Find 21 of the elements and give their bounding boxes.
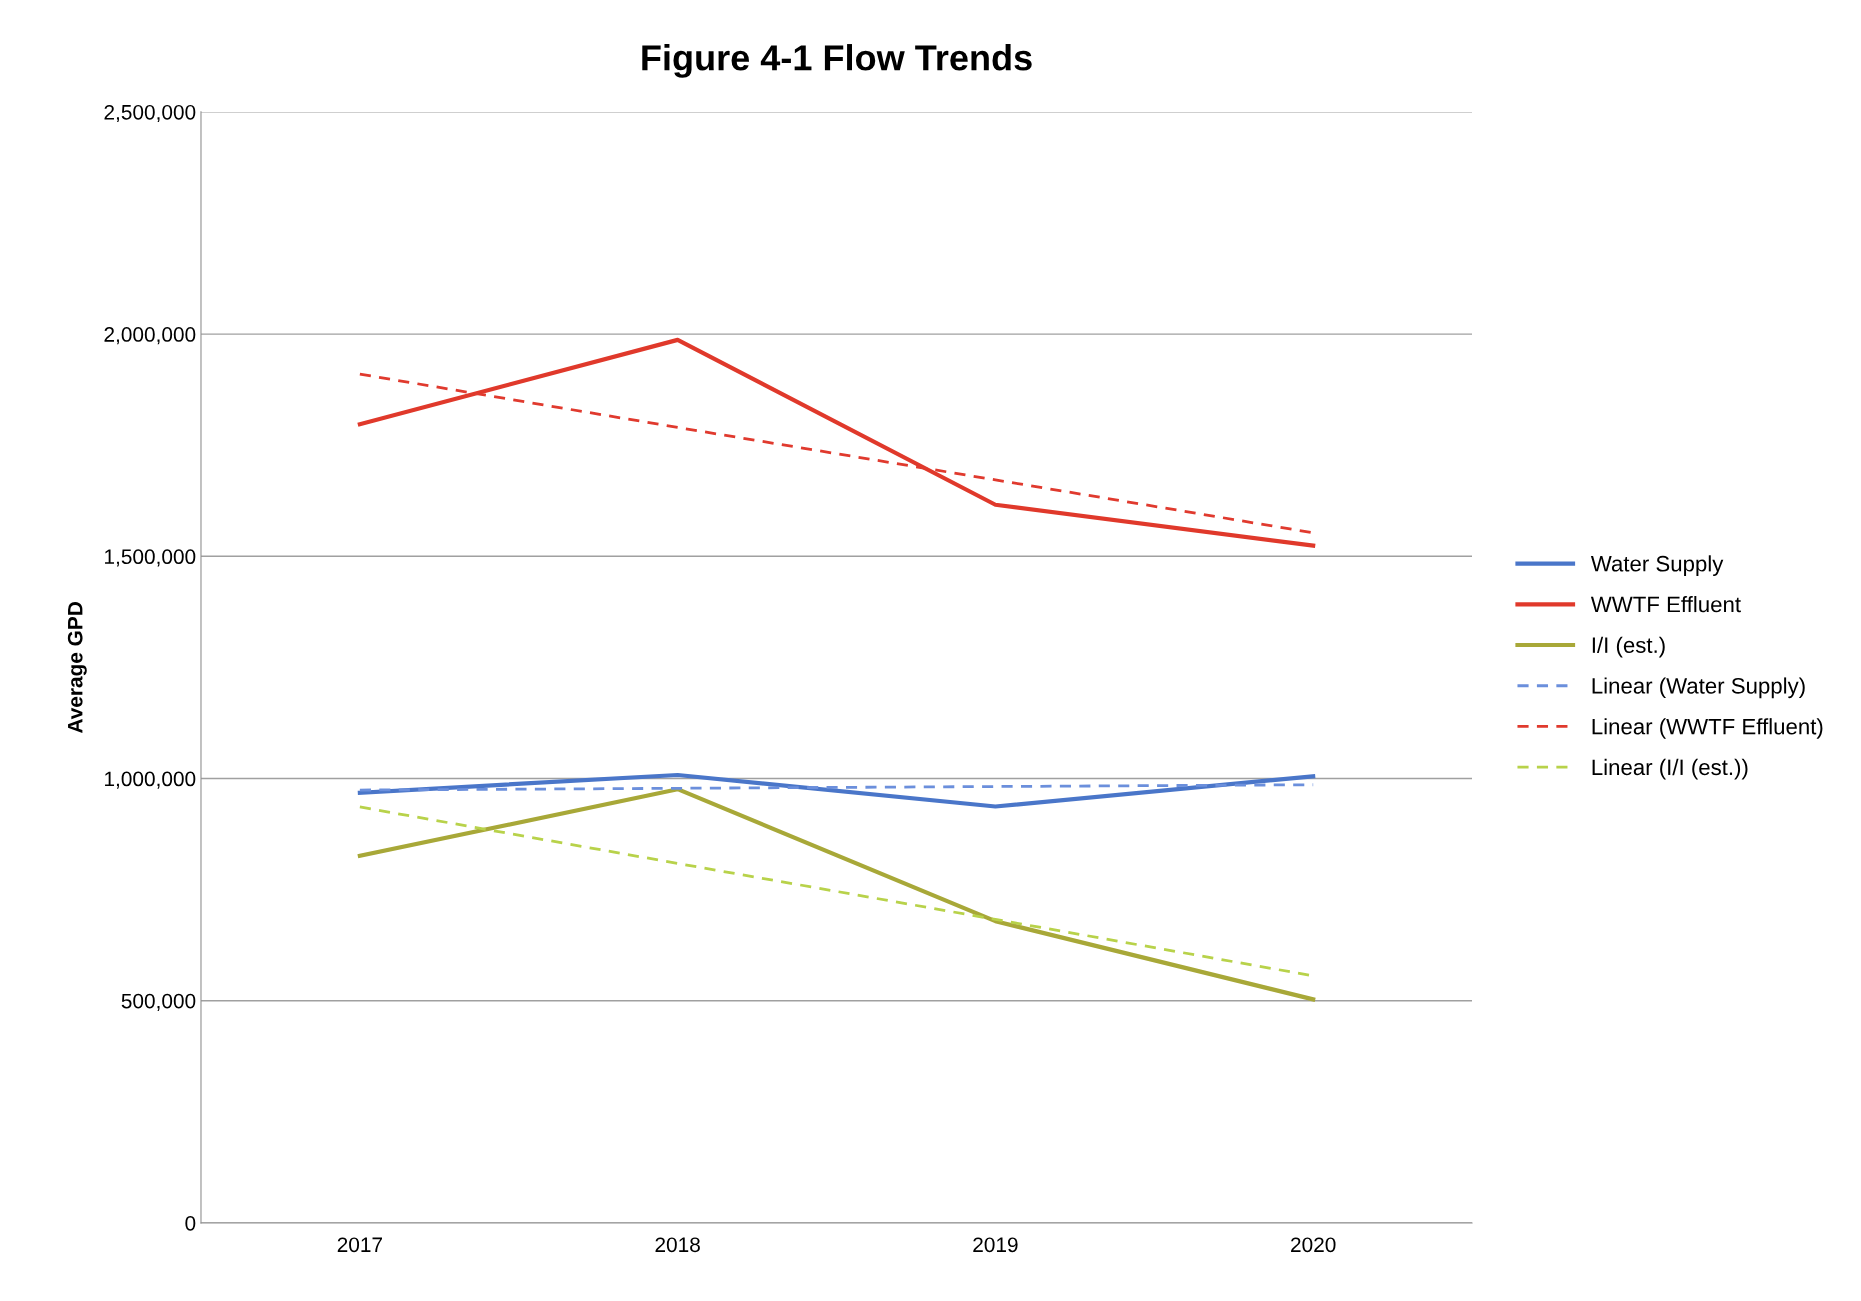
line-series [357, 787, 1316, 1002]
y-tick-label: 1,500,000 [105, 549, 196, 567]
line-series [357, 337, 1316, 548]
legend-label: I/I (est.) [1592, 636, 1665, 658]
line-series [357, 772, 1316, 809]
x-tick-label: 2019 [973, 1237, 1018, 1253]
legend-label: Linear (Water Supply) [1592, 677, 1805, 699]
legend-label: Linear (WWTF Effluent) [1592, 718, 1823, 739]
legend-label: WWTF Effluent [1590, 595, 1741, 613]
y-axis-title: Average GPD [67, 602, 87, 734]
y-tick-label: 2,500,000 [104, 104, 196, 123]
legend-label: Water Supply [1590, 555, 1724, 576]
y-tick-label: 1,000,000 [105, 771, 196, 789]
chart-title: Figure 4-1 Flow Trends [642, 44, 1032, 78]
legend-label: Linear (I/I (est.)) [1592, 758, 1748, 780]
x-tick-label: 2020 [1291, 1237, 1336, 1253]
y-tick-label: 2,000,000 [104, 327, 196, 345]
y-tick-label: 500,000 [121, 993, 196, 1011]
x-tick-label: 2018 [655, 1237, 700, 1253]
y-tick-label: 0 [185, 1215, 196, 1231]
x-tick-label: 2017 [337, 1237, 382, 1253]
